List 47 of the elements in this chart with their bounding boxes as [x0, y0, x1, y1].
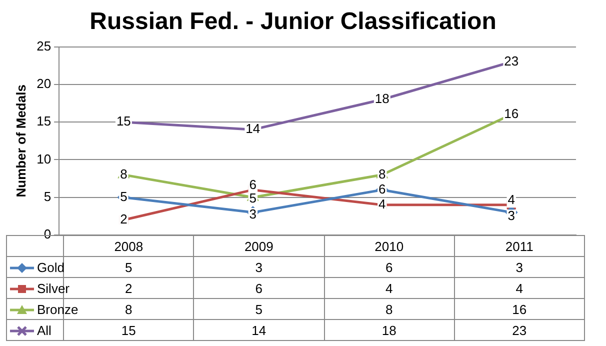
annotation: 4	[508, 192, 515, 208]
annotation: 3	[249, 206, 257, 222]
data-label: 3	[454, 256, 584, 278]
annotation: 2	[120, 212, 128, 227]
data-label: 2	[125, 280, 132, 296]
data-label: 5	[64, 256, 194, 278]
annotation: 15	[116, 114, 131, 129]
data-label: 8	[324, 298, 454, 320]
annotation: 6	[378, 181, 386, 196]
data-label: 4	[454, 278, 584, 298]
y-tick-label: 20	[36, 76, 52, 92]
y-tick-label: 25	[36, 38, 52, 54]
y-axis-title: Number of Medals	[13, 84, 28, 198]
annotation: 6	[249, 177, 257, 192]
annotation: 23	[504, 53, 519, 68]
y-tick-label: 15	[36, 114, 52, 129]
data-label: 14	[194, 320, 324, 340]
legend-label: Bronze	[36, 300, 78, 318]
data-label: 3	[194, 256, 324, 278]
annotation: 5	[249, 190, 257, 206]
data-label: 23	[454, 320, 584, 340]
data-label: 5	[194, 298, 324, 320]
data-label: 4	[324, 278, 454, 298]
legend-label: All	[6, 320, 64, 340]
annotation: 4	[378, 196, 386, 212]
annotation: 3	[508, 208, 515, 224]
x-tick-label: 2010	[324, 236, 454, 256]
data-label: 18	[324, 320, 454, 340]
data-label: 8	[125, 302, 132, 316]
y-tick-label: 10	[36, 151, 52, 166]
x-tick-label: 2009	[194, 236, 324, 256]
x-tick-label: 2011	[454, 236, 584, 256]
x-tick-label: 2008	[64, 236, 194, 256]
data-label: 15	[64, 320, 194, 340]
annotation: 14	[246, 121, 260, 136]
annotation: 5	[120, 188, 128, 204]
data-label: 6	[324, 256, 454, 278]
y-tick-label: 5	[44, 188, 52, 204]
annotation: 8	[378, 166, 386, 182]
chart-title: Russian Fed. - Junior Classification	[90, 8, 496, 36]
legend-label: Gold	[6, 256, 64, 278]
annotation: 18	[374, 91, 390, 106]
annotation: 16	[504, 106, 519, 122]
data-label: 6	[194, 278, 324, 298]
annotation: 8	[120, 166, 128, 182]
legend-label: Silver	[36, 280, 70, 298]
data-label: 16	[454, 298, 584, 320]
